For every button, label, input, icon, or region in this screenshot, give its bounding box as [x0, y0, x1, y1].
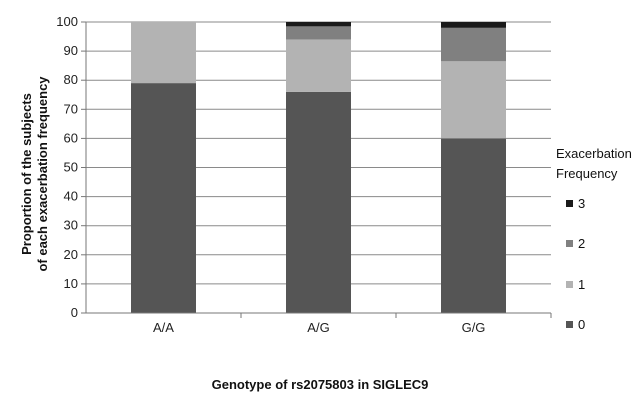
y-tick-label: 80: [64, 72, 78, 87]
bar-segment-GG-freq-2: [441, 27, 506, 62]
bar-segment-GG-freq-1: [441, 61, 506, 139]
x-tick-label: A/A: [153, 320, 174, 335]
y-tick-label: 60: [64, 130, 78, 145]
y-tick-labels: 0 10 20 30 40 50 60 70 80 90 100: [56, 14, 86, 320]
bar-segment-AA-freq-1: [131, 22, 196, 84]
legend-label-0: 0: [578, 317, 585, 332]
bar-segment-AG-freq-3: [286, 22, 351, 27]
x-tick-labels: A/A A/G G/G: [153, 313, 552, 335]
legend-label-2: 2: [578, 236, 585, 251]
y-tick-label: 30: [64, 218, 78, 233]
bar-stacks: [131, 22, 506, 313]
y-tick-label: 20: [64, 247, 78, 262]
y-axis-title-line1: Proportion of the subjects: [19, 93, 34, 255]
bar-segment-GG-freq-0: [441, 138, 506, 313]
x-axis-title: Genotype of rs2075803 in SIGLEC9: [212, 377, 429, 392]
bar-segment-AG-freq-1: [286, 39, 351, 92]
legend-title-line2: Frequency: [556, 166, 618, 181]
legend-title-line1: Exacerbation: [556, 146, 632, 161]
y-axis-title-line2: of each exacerbation frequency: [35, 76, 50, 272]
y-tick-label: 100: [56, 14, 78, 29]
x-tick-label: A/G: [307, 320, 329, 335]
y-tick-label: 90: [64, 43, 78, 58]
legend-swatch-1: [566, 281, 573, 288]
x-tick-label: G/G: [462, 320, 486, 335]
legend-label-1: 1: [578, 277, 585, 292]
bar-segment-AA-freq-0: [131, 83, 196, 313]
bar-segment-AG-freq-2: [286, 26, 351, 40]
y-tick-label: 40: [64, 189, 78, 204]
y-tick-label: 70: [64, 101, 78, 116]
bar-segment-GG-freq-3: [441, 22, 506, 28]
y-tick-label: 10: [64, 276, 78, 291]
legend-swatch-0: [566, 321, 573, 328]
legend-swatch-2: [566, 240, 573, 247]
legend-swatch-3: [566, 200, 573, 207]
legend: Exacerbation Frequency 3 2 1 0: [556, 146, 632, 332]
y-tick-label: 0: [71, 305, 78, 320]
bar-segment-AG-freq-0: [286, 91, 351, 313]
y-tick-label: 50: [64, 160, 78, 175]
legend-label-3: 3: [578, 196, 585, 211]
